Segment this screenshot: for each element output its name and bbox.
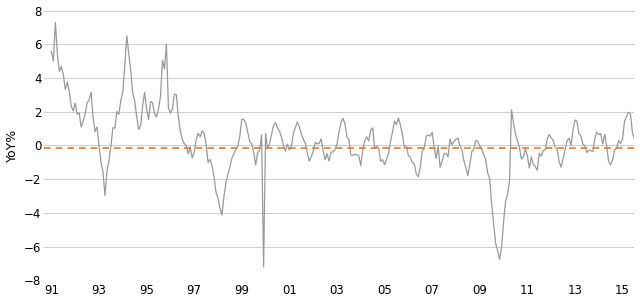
Y-axis label: YoY%: YoY%	[6, 129, 19, 162]
